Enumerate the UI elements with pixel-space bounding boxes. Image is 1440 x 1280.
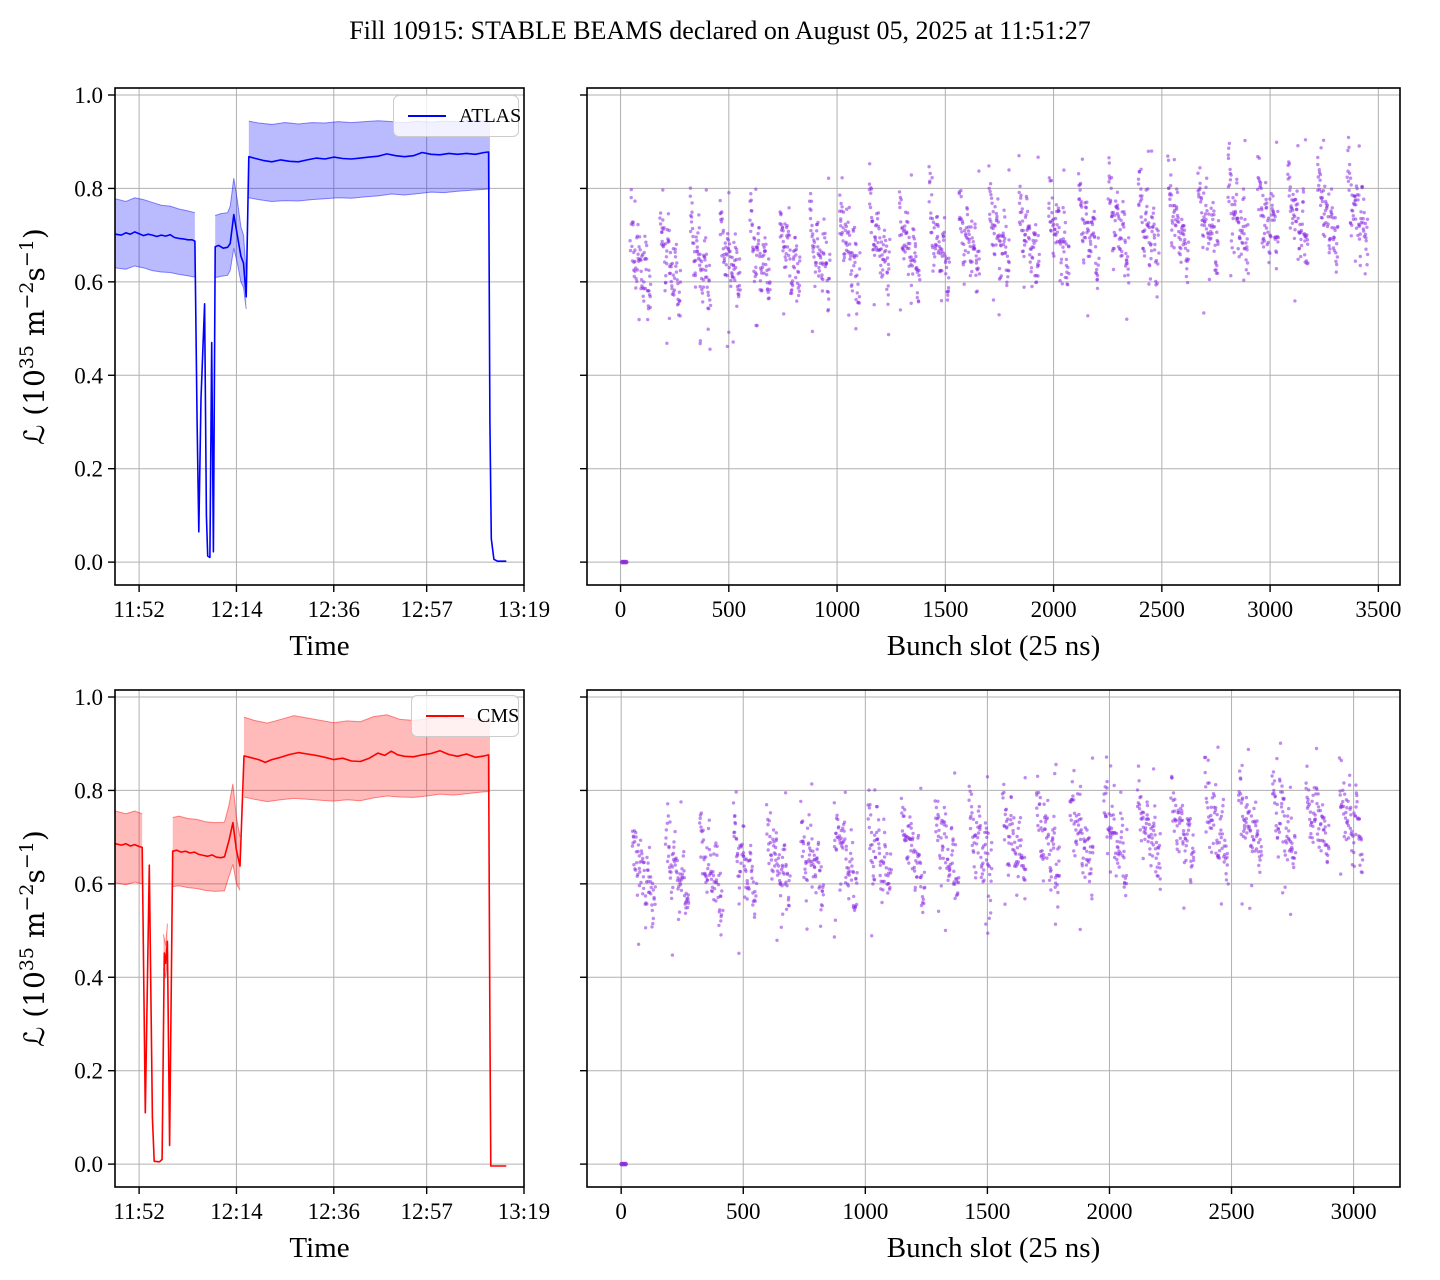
svg-text:12:57: 12:57 xyxy=(400,1199,452,1224)
cms-luminosity-vs-time-xlabel: Time xyxy=(289,1232,349,1264)
cms-luminosity-vs-time-tick-labels: 11:52 12:14 12:36 12:57 13:19 0.0 0.2 0.4 0.6 0.8… xyxy=(74,685,550,1224)
svg-text:0.2: 0.2 xyxy=(74,457,103,482)
svg-text:13:19: 13:19 xyxy=(498,1199,550,1224)
cms-bunch-luminosity-ticks xyxy=(580,696,1355,1194)
atlas-bunch-luminosity-grid xyxy=(587,88,1400,585)
atlas-bunch-luminosity-spines xyxy=(586,87,1401,586)
svg-text:2000: 2000 xyxy=(1086,1199,1132,1224)
svg-text:1.0: 1.0 xyxy=(74,685,103,710)
atlas-luminosity-vs-time-xlabel: Time xyxy=(289,630,349,662)
cms-bunch-luminosity-spines xyxy=(586,689,1401,1188)
atlas-luminosity-vs-time-tick-labels: 11:52 12:14 12:36 12:57 13:19 0.0 0.2 0.4 0.6 0.8… xyxy=(74,83,550,622)
svg-text:0.6: 0.6 xyxy=(74,872,103,897)
svg-text:13:19: 13:19 xyxy=(498,597,550,622)
svg-text:500: 500 xyxy=(726,1199,761,1224)
atlas-luminosity-vs-time-line xyxy=(115,151,507,562)
cms-legend-label: CMS xyxy=(477,704,520,727)
svg-text:0.0: 0.0 xyxy=(74,1152,103,1177)
atlas-bunch-luminosity-ticks xyxy=(580,94,1380,592)
cms-luminosity-vs-time-grid xyxy=(115,690,525,1187)
svg-text:11:52: 11:52 xyxy=(113,1199,165,1224)
svg-text:0.8: 0.8 xyxy=(74,176,103,201)
atlas-bunch-luminosity-points xyxy=(620,135,1370,565)
cms-luminosity-vs-time-line xyxy=(115,749,507,1167)
svg-text:1000: 1000 xyxy=(842,1199,888,1224)
cms-luminosity-vs-time-band xyxy=(115,810,143,885)
atlas-bunch-luminosity-tick-labels: 0 500 1000 1500 2000 2500 3000 3500 xyxy=(615,597,1402,622)
cms-luminosity-vs-time: 11:52 12:14 12:36 12:57 13:19 0.0 0.2 0.4 0.6 0.8… xyxy=(16,685,550,1264)
atlas-luminosity-vs-time-band xyxy=(248,120,490,202)
svg-text:3000: 3000 xyxy=(1247,597,1293,622)
svg-text:1500: 1500 xyxy=(922,597,968,622)
cms-bunch-luminosity-points xyxy=(619,741,1365,1167)
legend-cms: CMS xyxy=(411,695,519,737)
svg-text:0.8: 0.8 xyxy=(74,778,103,803)
atlas-line-sample xyxy=(408,114,446,118)
legend-atlas: ATLAS xyxy=(393,95,522,137)
cms-bunch-luminosity: 0 500 1000 1500 2000 2500 3000 Bunch slot (25 n… xyxy=(580,689,1401,1264)
svg-text:12:36: 12:36 xyxy=(308,597,360,622)
atlas-luminosity-vs-time-spines xyxy=(114,87,525,586)
svg-text:12:36: 12:36 xyxy=(308,1199,360,1224)
cms-luminosity-vs-time-band xyxy=(172,783,240,892)
svg-text:11:52: 11:52 xyxy=(113,597,165,622)
atlas-luminosity-vs-time-ylabel: ℒ (1035 m−2s−1) xyxy=(16,228,51,445)
svg-text:1500: 1500 xyxy=(964,1199,1010,1224)
svg-text:0: 0 xyxy=(615,597,627,622)
cms-bunch-luminosity-tick-labels: 0 500 1000 1500 2000 2500 3000 xyxy=(615,1199,1376,1224)
cms-luminosity-vs-time-ylabel: ℒ (1035 m−2s−1) xyxy=(16,830,51,1047)
svg-text:0.2: 0.2 xyxy=(74,1059,103,1084)
atlas-bunch-luminosity: 0 500 1000 1500 2000 2500 3000 3500 Bunch slot (… xyxy=(580,87,1402,662)
atlas-bunch-luminosity-xlabel: Bunch slot (25 ns) xyxy=(887,630,1100,662)
svg-text:0.0: 0.0 xyxy=(74,550,103,575)
svg-text:2500: 2500 xyxy=(1139,597,1185,622)
cms-luminosity-vs-time-ticks xyxy=(108,696,525,1194)
svg-text:1.0: 1.0 xyxy=(74,83,103,108)
svg-text:3500: 3500 xyxy=(1355,597,1401,622)
cms-bunch-luminosity-grid xyxy=(587,690,1400,1187)
cms-line-sample xyxy=(426,714,464,718)
atlas-luminosity-vs-time-band xyxy=(115,197,195,278)
svg-text:0.6: 0.6 xyxy=(74,270,103,295)
svg-text:1000: 1000 xyxy=(814,597,860,622)
svg-text:2500: 2500 xyxy=(1209,1199,1255,1224)
atlas-luminosity-vs-time-ticks xyxy=(108,94,525,592)
atlas-luminosity-vs-time: 11:52 12:14 12:36 12:57 13:19 0.0 0.2 0.4 0.6 0.8… xyxy=(16,83,550,662)
cms-bunch-luminosity-xlabel: Bunch slot (25 ns) xyxy=(887,1232,1100,1264)
svg-text:2000: 2000 xyxy=(1031,597,1077,622)
svg-text:0: 0 xyxy=(615,1199,627,1224)
svg-text:0.4: 0.4 xyxy=(74,363,103,388)
cms-luminosity-vs-time-spines xyxy=(114,689,525,1188)
svg-text:12:57: 12:57 xyxy=(400,597,452,622)
svg-text:0.4: 0.4 xyxy=(74,965,103,990)
svg-text:12:14: 12:14 xyxy=(210,597,263,622)
svg-text:500: 500 xyxy=(712,597,747,622)
figure-title: Fill 10915: STABLE BEAMS declared on Aug… xyxy=(349,16,1091,45)
svg-text:12:14: 12:14 xyxy=(210,1199,263,1224)
svg-text:3000: 3000 xyxy=(1331,1199,1377,1224)
atlas-legend-label: ATLAS xyxy=(459,104,522,127)
